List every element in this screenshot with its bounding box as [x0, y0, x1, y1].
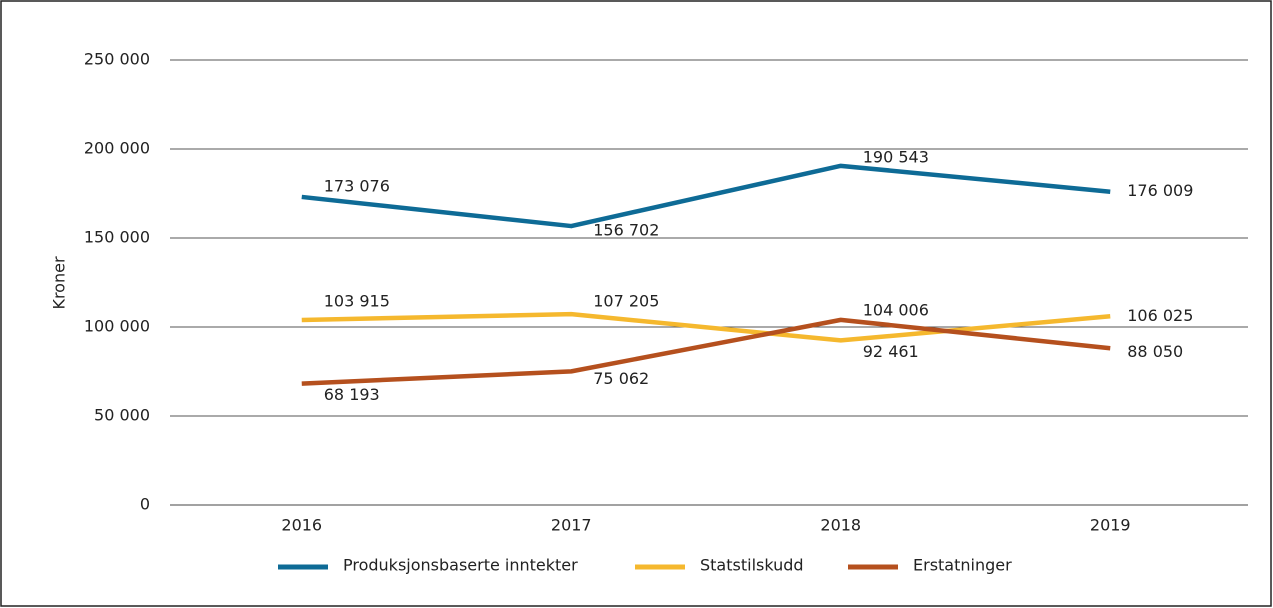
data-label: 75 062 — [593, 369, 649, 388]
legend-label: Produksjonsbaserte inntekter — [343, 556, 578, 575]
data-label: 173 076 — [324, 176, 390, 195]
y-tick-label: 50 000 — [94, 406, 150, 425]
y-tick-label: 100 000 — [84, 317, 150, 336]
legend-label: Statstilskudd — [700, 556, 804, 575]
x-tick-label: 2016 — [281, 516, 322, 535]
data-label: 107 205 — [593, 292, 659, 311]
legend-label: Erstatninger — [913, 556, 1012, 575]
line-series — [301, 311, 1111, 343]
data-label: 106 025 — [1127, 306, 1193, 325]
data-label: 176 009 — [1127, 181, 1193, 200]
line-series — [301, 163, 1111, 229]
data-label: 92 461 — [863, 342, 919, 361]
y-axis-label: Kroner — [50, 256, 69, 309]
y-tick-label: 250 000 — [84, 50, 150, 69]
y-tick-label: 200 000 — [84, 139, 150, 158]
data-label: 68 193 — [324, 385, 380, 404]
data-label: 190 543 — [863, 147, 929, 166]
data-label: 104 006 — [863, 300, 929, 319]
x-tick-label: 2019 — [1090, 516, 1131, 535]
y-tick-label: 150 000 — [84, 228, 150, 247]
data-label: 103 915 — [324, 292, 390, 311]
line-series — [301, 317, 1111, 386]
x-tick-label: 2018 — [820, 516, 861, 535]
data-label: 156 702 — [593, 221, 659, 240]
y-tick-label: 0 — [140, 495, 150, 514]
data-label: 88 050 — [1127, 342, 1183, 361]
x-tick-label: 2017 — [551, 516, 592, 535]
